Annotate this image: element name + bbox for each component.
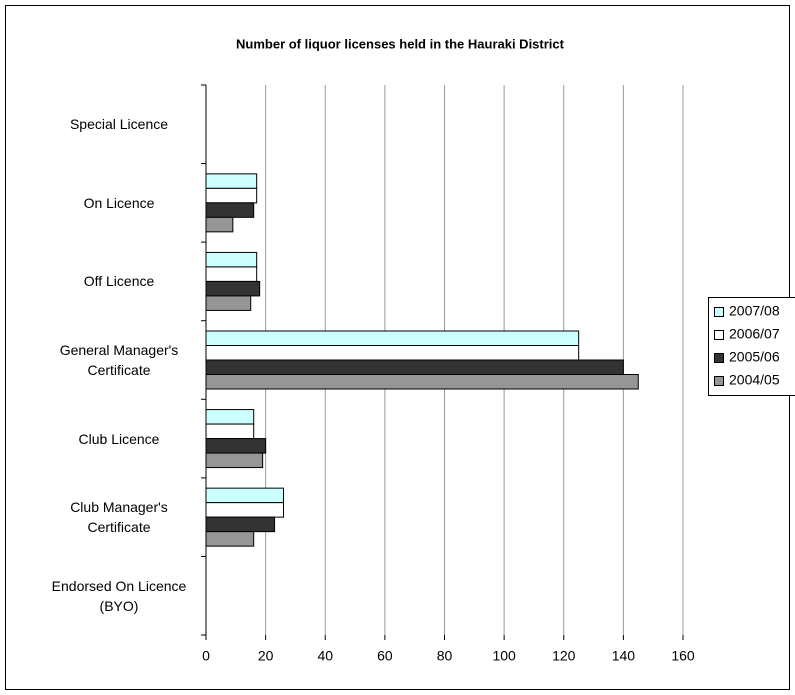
bar [205, 531, 255, 547]
y-tick-label: Off Licence [83, 273, 155, 290]
x-tick-label: 100 [492, 648, 516, 664]
bar [205, 374, 639, 390]
bar [205, 330, 580, 346]
legend-swatch [714, 353, 724, 363]
bar [205, 251, 258, 268]
bar [205, 216, 234, 233]
bar [205, 409, 255, 425]
bar [205, 266, 258, 282]
x-tick-label: 80 [437, 648, 453, 664]
legend-label: 2006/07 [729, 326, 780, 342]
y-tick-label: Special Licence [69, 116, 169, 133]
bar [205, 423, 255, 440]
bar [205, 295, 252, 311]
bar [205, 452, 264, 469]
y-tick-label: General Manager's Certificate [59, 342, 179, 378]
bar [205, 359, 624, 375]
chart-title: Number of liquor licenses held in the Ha… [236, 36, 565, 51]
bar [205, 516, 276, 533]
x-tick-label: 60 [377, 648, 393, 664]
bar [205, 173, 258, 189]
bar [205, 345, 580, 361]
y-tick-label: Club Manager's Certificate [70, 499, 168, 536]
legend-label: 2005/06 [729, 349, 780, 365]
x-tick-label: 120 [552, 648, 576, 664]
legend-label: 2007/08 [729, 303, 780, 319]
y-tick-label: Endorsed On Licence (BYO) [51, 577, 187, 614]
x-tick-label: 0 [202, 648, 210, 664]
y-tick-label: Club Licence [78, 430, 160, 447]
legend-label: 2004/05 [729, 372, 780, 388]
bar [205, 187, 258, 204]
bar [205, 502, 285, 518]
bar [205, 202, 255, 218]
y-tick-label: On Licence [83, 194, 155, 211]
legend-swatch [714, 330, 724, 340]
bar [205, 487, 285, 504]
bar [205, 280, 261, 297]
x-tick-label: 160 [671, 648, 695, 664]
x-tick-label: 40 [317, 648, 333, 664]
bar [205, 438, 267, 454]
x-tick-label: 20 [258, 648, 274, 664]
x-tick-label: 140 [612, 648, 636, 664]
legend-swatch [714, 307, 724, 317]
legend-swatch [714, 376, 724, 386]
